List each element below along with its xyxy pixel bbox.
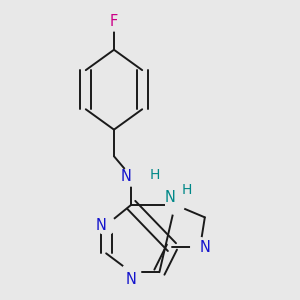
Circle shape bbox=[191, 238, 209, 256]
Text: N: N bbox=[95, 218, 106, 233]
Circle shape bbox=[105, 12, 123, 31]
Circle shape bbox=[97, 216, 116, 235]
Text: N: N bbox=[120, 169, 131, 184]
Text: H: H bbox=[150, 168, 160, 182]
Text: H: H bbox=[181, 183, 192, 197]
Text: F: F bbox=[110, 14, 118, 29]
Circle shape bbox=[166, 195, 184, 214]
Circle shape bbox=[122, 263, 141, 282]
Text: N: N bbox=[164, 190, 175, 205]
Text: N: N bbox=[126, 272, 136, 287]
Text: N: N bbox=[200, 240, 211, 255]
Circle shape bbox=[122, 167, 141, 186]
